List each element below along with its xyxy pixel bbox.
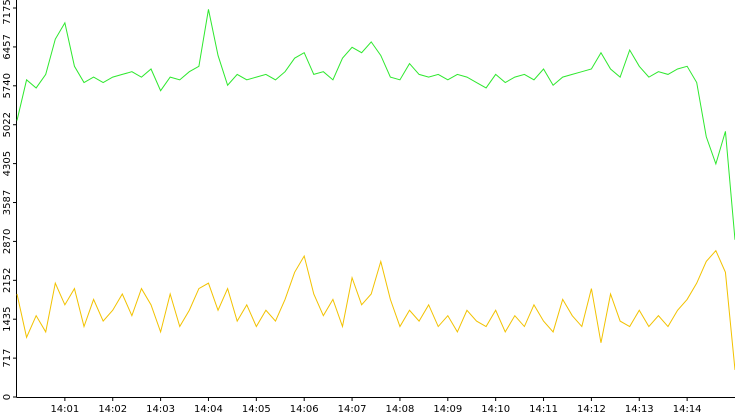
y-tick-label: 3587	[2, 190, 13, 215]
y-tick-label: 7175	[2, 0, 13, 25]
y-tick-label: 717	[2, 349, 13, 368]
x-tick-label: 14:06	[290, 404, 319, 415]
x-tick-label: 14:07	[338, 404, 367, 415]
x-tick-label: 14:12	[577, 404, 606, 415]
y-tick-label: 5740	[2, 73, 13, 98]
y-tick-label: 6457	[2, 34, 13, 59]
x-tick-label: 14:08	[386, 404, 415, 415]
y-tick-label: 5022	[2, 112, 13, 137]
x-tick-label: 14:02	[98, 404, 127, 415]
series-line	[16, 249, 735, 370]
x-tick-label: 14:13	[625, 404, 654, 415]
x-tick-label: 14:09	[433, 404, 462, 415]
x-tick-label: 14:01	[50, 404, 79, 415]
y-tick-label: 0	[2, 394, 13, 400]
x-tick-label: 14:11	[529, 404, 558, 415]
x-tick-label: 14:10	[481, 404, 510, 415]
x-tick-label: 14:05	[242, 404, 271, 415]
series-line	[16, 9, 735, 240]
y-tick-label: 4305	[2, 151, 13, 176]
x-tick-label: 14:03	[146, 404, 175, 415]
y-tick-label: 2870	[2, 229, 13, 254]
y-tick-label: 2152	[2, 268, 13, 293]
x-tick-label: 14:14	[673, 404, 702, 415]
x-tick-label: 14:04	[194, 404, 223, 415]
y-tick-label: 1435	[2, 306, 13, 331]
